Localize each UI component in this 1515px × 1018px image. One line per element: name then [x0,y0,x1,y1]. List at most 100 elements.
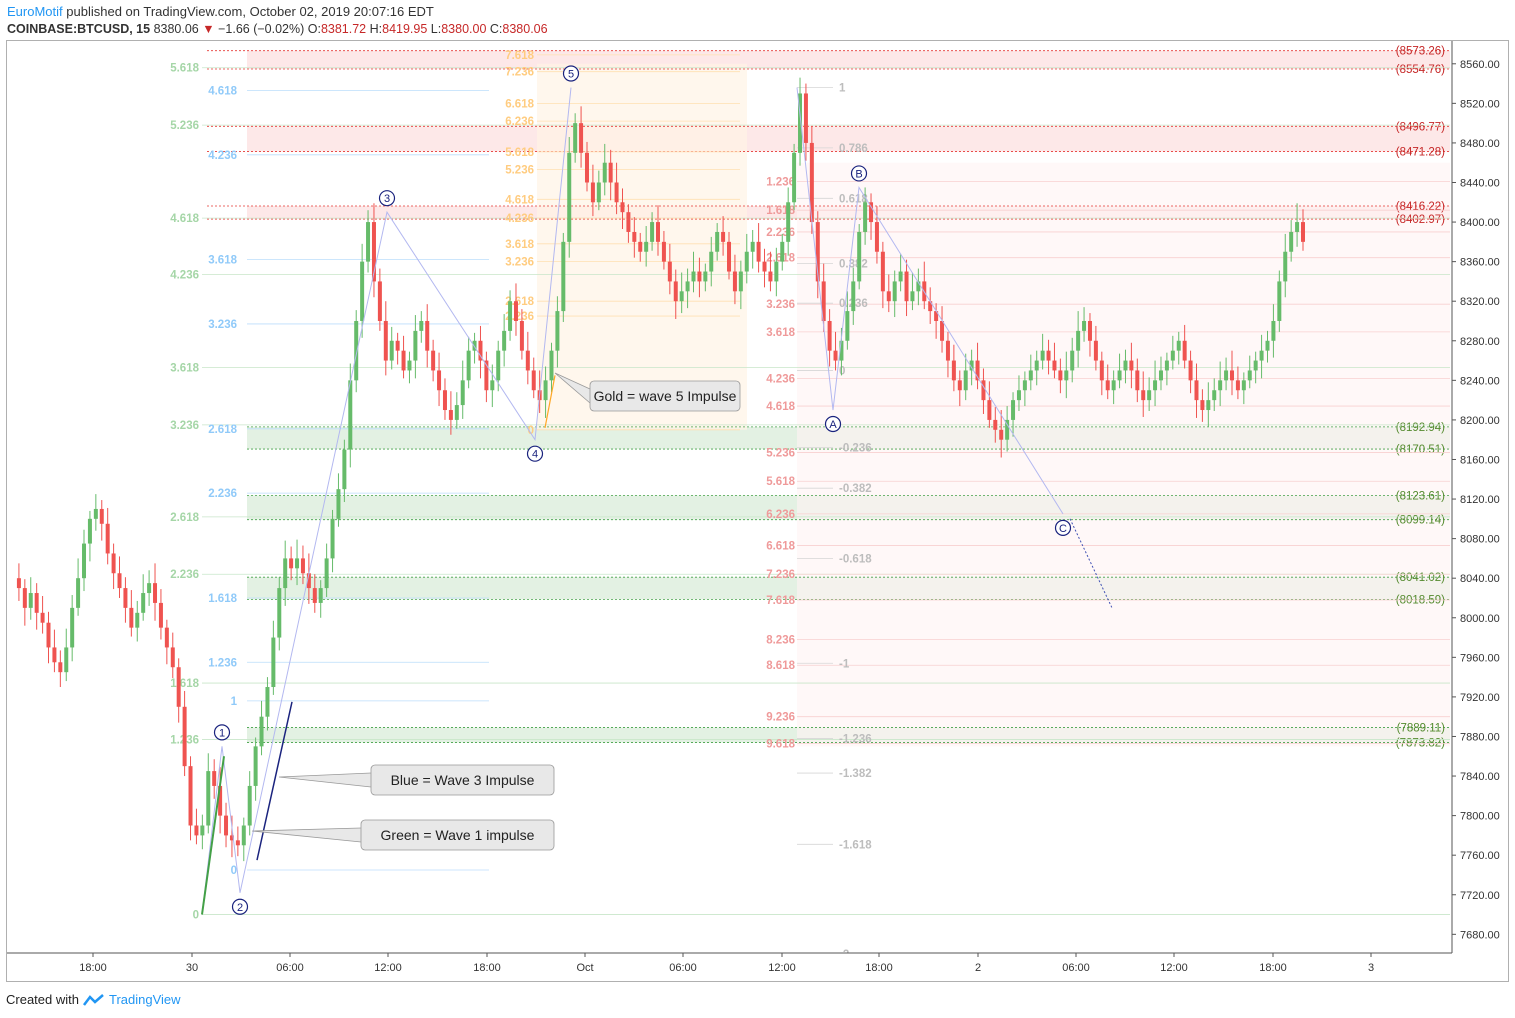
blue-fib-label-3: 1.618 [208,593,237,605]
callout-text-2: Green = Wave 1 impulse [381,827,535,843]
candle [969,360,974,371]
candle [212,771,217,786]
blue-impulse-arrow [256,701,293,861]
candle [1241,380,1246,391]
candle [1153,380,1158,391]
green-fib-label-10: 5.618 [170,63,199,75]
author-link[interactable]: EuroMotif [7,4,63,19]
candle [342,449,347,490]
red-fib-label-16: 9.236 [766,712,795,724]
candle [904,271,909,302]
candle [1218,380,1223,391]
candle [851,281,856,312]
candle [1011,400,1016,420]
candle [1093,340,1098,361]
time-tick-label-4: 18:00 [473,962,501,974]
candle [324,558,329,589]
wave-marker-B [850,165,868,182]
candle [709,251,714,272]
candle [768,271,773,282]
publisher-line: EuroMotif published on TradingView.com, … [7,4,434,19]
candle [857,231,862,282]
candle [460,380,465,406]
candle [1117,370,1122,381]
candle [348,380,353,450]
candle [300,558,305,574]
candle [277,588,282,638]
time-tick-label-12: 18:00 [1259,962,1287,974]
candle [993,419,998,430]
candle [1265,340,1270,351]
candle [52,647,57,663]
green-fib-label-3: 2.236 [170,569,199,581]
price-axis-bg [1452,41,1508,953]
candle [892,281,897,302]
green-fib-label-6: 3.618 [170,362,199,374]
candle [1188,360,1193,381]
gold-fib-label-11: 7.236 [505,67,534,79]
candle [596,182,601,203]
price-tick-label-11: 8120.00 [1460,494,1500,506]
candle [188,766,193,826]
candle [28,593,33,608]
candle [466,350,471,381]
price-level-label-5: (8402.97) [1396,214,1445,226]
zone-0 [247,50,1450,69]
candle [442,390,447,411]
candle [194,825,199,836]
candle [1212,390,1217,401]
candle [312,588,317,603]
candle [1182,340,1187,361]
time-tick-label-7: 12:00 [768,962,796,974]
candle [620,202,625,213]
candle [64,647,69,673]
price-tick-label-15: 7960.00 [1460,652,1500,664]
gold-fib-label-0: 0 [528,425,534,437]
red-fib-label-4: 3.236 [766,299,795,311]
candle [82,543,87,579]
gray-fib-label-6: -0.236 [839,443,872,455]
chart-frame[interactable]: (8573.26) (8554.76) (8496.77) (8471.28) (841… [6,40,1509,982]
green-fib-label-7: 4.236 [170,269,199,281]
gold-fib-label-1: 2.618 [505,296,534,308]
callout-text-1: Blue = Wave 3 Impulse [391,772,535,788]
candle [928,301,933,312]
candle [76,578,81,608]
candle [549,350,554,381]
last-price: 8380.06 [153,22,199,36]
red-fib-label-7: 4.618 [766,401,795,413]
wave-marker-1 [213,724,231,741]
candle [608,162,613,183]
low-value: 8380.00 [441,22,487,36]
candle [472,340,477,351]
blue-fib-label-6: 3.236 [208,319,237,331]
candle [573,123,578,153]
price-level-label-11: (8018.59) [1396,594,1445,606]
candle [117,573,122,589]
red-fib-label-12: 7.236 [766,569,795,581]
price-chart[interactable]: (8573.26) (8554.76) (8496.77) (8471.28) (841… [7,41,1508,981]
candle [141,593,146,613]
candle [1105,380,1110,391]
gray-fib-label-11: -1.382 [839,768,872,780]
candle [1123,360,1128,371]
candle [46,622,51,648]
wave-label-2: 2 [237,902,243,914]
candle [584,152,589,183]
callout-box-0 [589,380,741,412]
candle [360,261,365,321]
gold-fib-label-12: 7.618 [505,50,534,62]
wave-label-1: 1 [219,727,225,739]
candle [1229,370,1234,381]
candle [200,825,205,836]
candle [975,360,980,381]
candle [513,301,518,321]
candle [58,662,63,673]
wave-label-A: A [829,419,837,431]
tradingview-brand[interactable]: TradingView [108,992,181,1007]
price-level-label-1: (8554.76) [1396,64,1445,76]
price-level-label-7: (8170.51) [1396,444,1445,456]
candle [1058,370,1063,381]
candle [519,320,524,351]
candle [916,281,921,292]
